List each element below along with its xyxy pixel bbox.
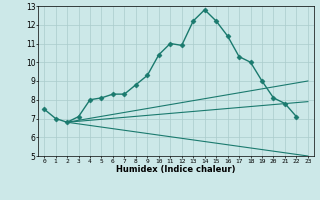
X-axis label: Humidex (Indice chaleur): Humidex (Indice chaleur) [116, 165, 236, 174]
